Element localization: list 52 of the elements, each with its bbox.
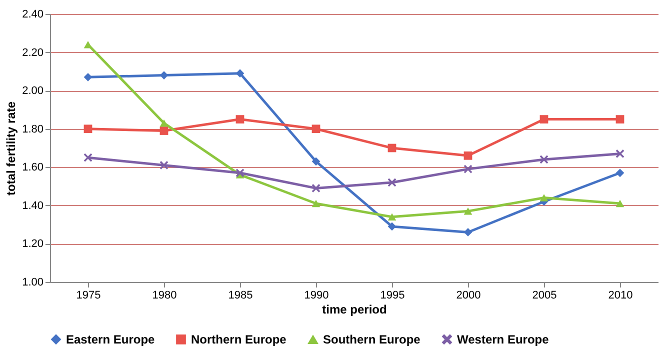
point [616,168,624,178]
point [388,213,396,221]
legend-label: Southern Europe [323,332,421,347]
point [236,69,244,78]
y-tick-label: 1.80 [22,123,44,136]
point [312,200,320,208]
point [388,144,396,152]
point [84,124,92,134]
point [312,184,320,192]
point [236,168,244,178]
point [84,153,92,162]
legend-label: Eastern Europe [66,332,156,346]
point [540,115,548,124]
y-axis-title: total fertility rate [4,101,18,196]
point [616,200,624,208]
point [616,115,624,124]
point [388,178,396,187]
point [160,161,168,170]
point [84,41,92,48]
y-tick-label: 1.00 [22,276,44,288]
point [84,72,92,82]
y-tick-label: 1.20 [22,238,44,250]
x-tick-label: 1980 [152,290,177,302]
x-tick-label: 1995 [380,290,405,302]
y-tick-label: 2.20 [22,46,44,59]
x-tick-label: 1990 [304,290,329,302]
point [236,115,244,124]
legend-label: Western Europe [457,332,550,346]
legend-label: Northern Europe [191,332,287,346]
y-tick-label: 2.00 [22,85,44,98]
point [464,208,472,215]
x-tick-label: 2000 [456,290,481,302]
point [312,124,320,134]
point [540,155,548,164]
point [312,157,320,166]
point [464,164,472,174]
x-axis-title: time period [322,302,387,316]
point [160,119,168,127]
y-tick-label: 1.60 [22,162,44,174]
x-tick-label: 1985 [228,290,253,302]
point [160,126,168,135]
point [616,150,624,158]
point [160,71,168,80]
x-tick-label: 1975 [76,290,101,302]
x-tick-label: 2010 [608,290,633,302]
point [464,151,472,160]
point [464,228,472,236]
point [540,194,548,202]
x-tick-label: 2005 [532,290,557,302]
y-tick-label: 1.40 [22,200,44,212]
point [388,222,396,231]
y-tick-label: 2.40 [22,8,44,20]
